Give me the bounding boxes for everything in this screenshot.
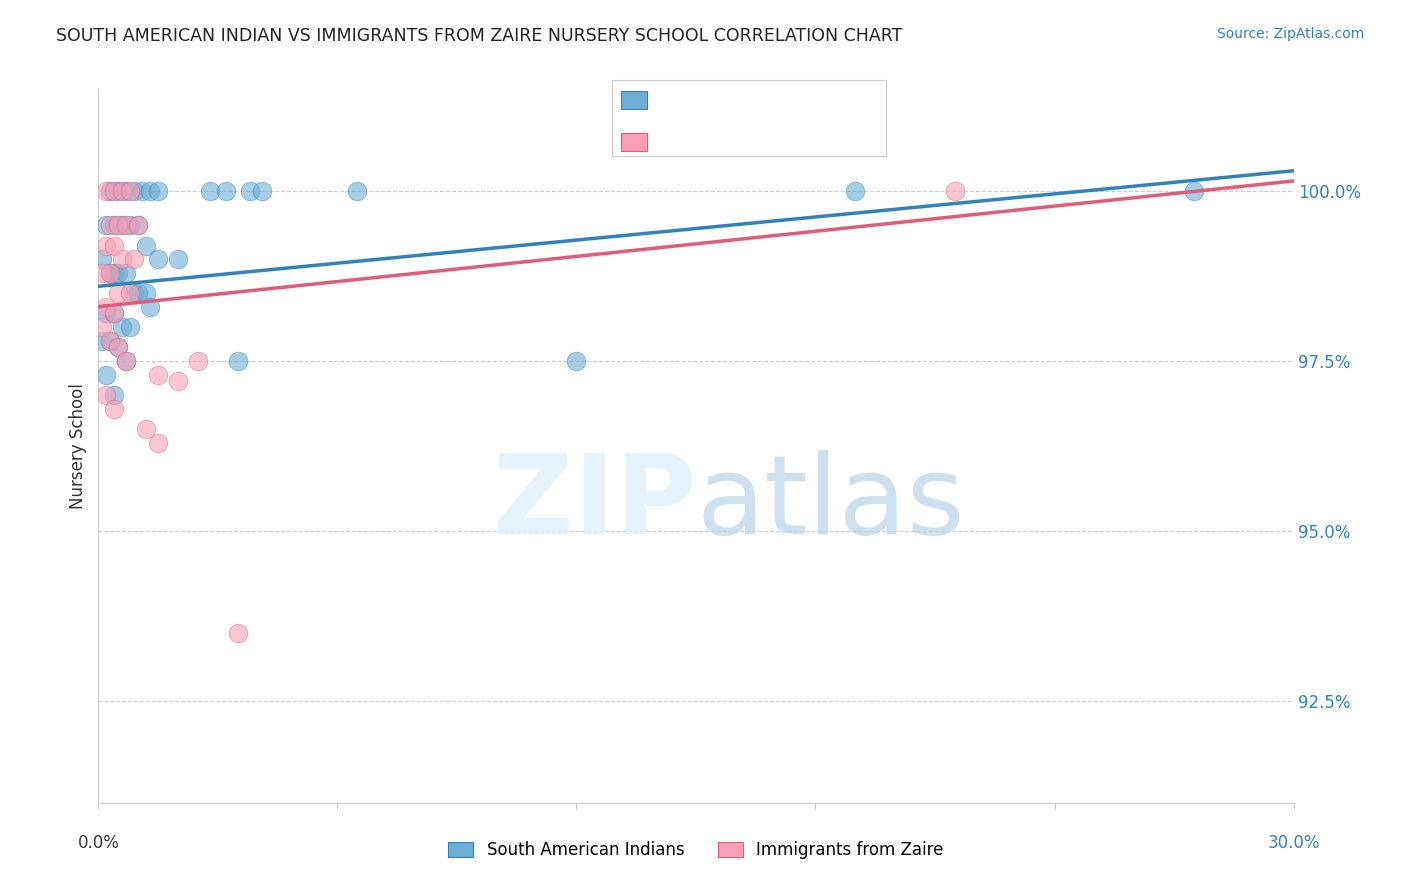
Point [103, 306, 125, 320]
Point [226, 626, 249, 640]
Point [107, 341, 129, 355]
Point [115, 184, 138, 198]
Point [115, 266, 138, 280]
Point [139, 184, 162, 198]
Point [111, 320, 134, 334]
Text: SOUTH AMERICAN INDIAN VS IMMIGRANTS FROM ZAIRE NURSERY SCHOOL CORRELATION CHART: SOUTH AMERICAN INDIAN VS IMMIGRANTS FROM… [56, 27, 903, 45]
Legend: South American Indians, Immigrants from Zaire: South American Indians, Immigrants from … [441, 835, 950, 866]
Point [103, 218, 125, 232]
Point [135, 422, 157, 436]
Point [124, 252, 146, 266]
Point [107, 218, 129, 232]
Point [96, 184, 118, 198]
Point [91, 252, 114, 266]
Point [239, 184, 262, 198]
Point [96, 300, 118, 314]
Point [96, 388, 118, 402]
Point [844, 184, 866, 198]
Point [103, 266, 125, 280]
Point [346, 184, 368, 198]
Point [103, 238, 125, 252]
Point [943, 184, 966, 198]
Text: atlas: atlas [696, 450, 965, 557]
Point [103, 306, 125, 320]
Point [148, 184, 170, 198]
Point [120, 286, 142, 301]
Point [115, 354, 138, 368]
Point [103, 401, 125, 416]
Point [103, 184, 125, 198]
Point [167, 375, 190, 389]
Text: R = 0.527: R = 0.527 [657, 89, 740, 107]
Point [148, 435, 170, 450]
Point [127, 218, 149, 232]
Point [120, 184, 142, 198]
Point [565, 354, 588, 368]
Text: Source: ZipAtlas.com: Source: ZipAtlas.com [1216, 27, 1364, 41]
Point [98, 334, 122, 348]
Point [91, 334, 114, 348]
Point [98, 334, 122, 348]
Point [124, 184, 146, 198]
Point [111, 218, 134, 232]
Text: 30.0%: 30.0% [1267, 834, 1320, 852]
Point [96, 218, 118, 232]
Point [96, 238, 118, 252]
Point [98, 218, 122, 232]
Point [98, 184, 122, 198]
Point [187, 354, 209, 368]
Point [111, 184, 134, 198]
Point [226, 354, 249, 368]
Point [98, 266, 122, 280]
Point [115, 218, 138, 232]
Point [107, 266, 129, 280]
Point [107, 341, 129, 355]
Point [135, 238, 157, 252]
Point [96, 368, 118, 382]
Point [135, 286, 157, 301]
Point [1182, 184, 1205, 198]
Point [107, 286, 129, 301]
Text: ZIP: ZIP [492, 450, 696, 557]
Point [103, 388, 125, 402]
Point [198, 184, 221, 198]
Point [127, 218, 149, 232]
Point [215, 184, 238, 198]
Point [120, 218, 142, 232]
Point [91, 320, 114, 334]
Point [120, 320, 142, 334]
Point [148, 252, 170, 266]
Point [131, 184, 153, 198]
Point [250, 184, 273, 198]
Point [115, 354, 138, 368]
Point [167, 252, 190, 266]
Text: N = 31: N = 31 [780, 128, 842, 145]
Point [124, 286, 146, 301]
Text: 0.0%: 0.0% [77, 834, 120, 852]
Point [139, 300, 162, 314]
Point [127, 286, 149, 301]
Point [111, 252, 134, 266]
Point [98, 266, 122, 280]
Point [107, 184, 129, 198]
Point [148, 368, 170, 382]
Text: N = 43: N = 43 [780, 89, 842, 107]
Point [96, 306, 118, 320]
Text: R = 0.299: R = 0.299 [657, 128, 740, 145]
Y-axis label: Nursery School: Nursery School [69, 383, 87, 509]
Point [91, 266, 114, 280]
